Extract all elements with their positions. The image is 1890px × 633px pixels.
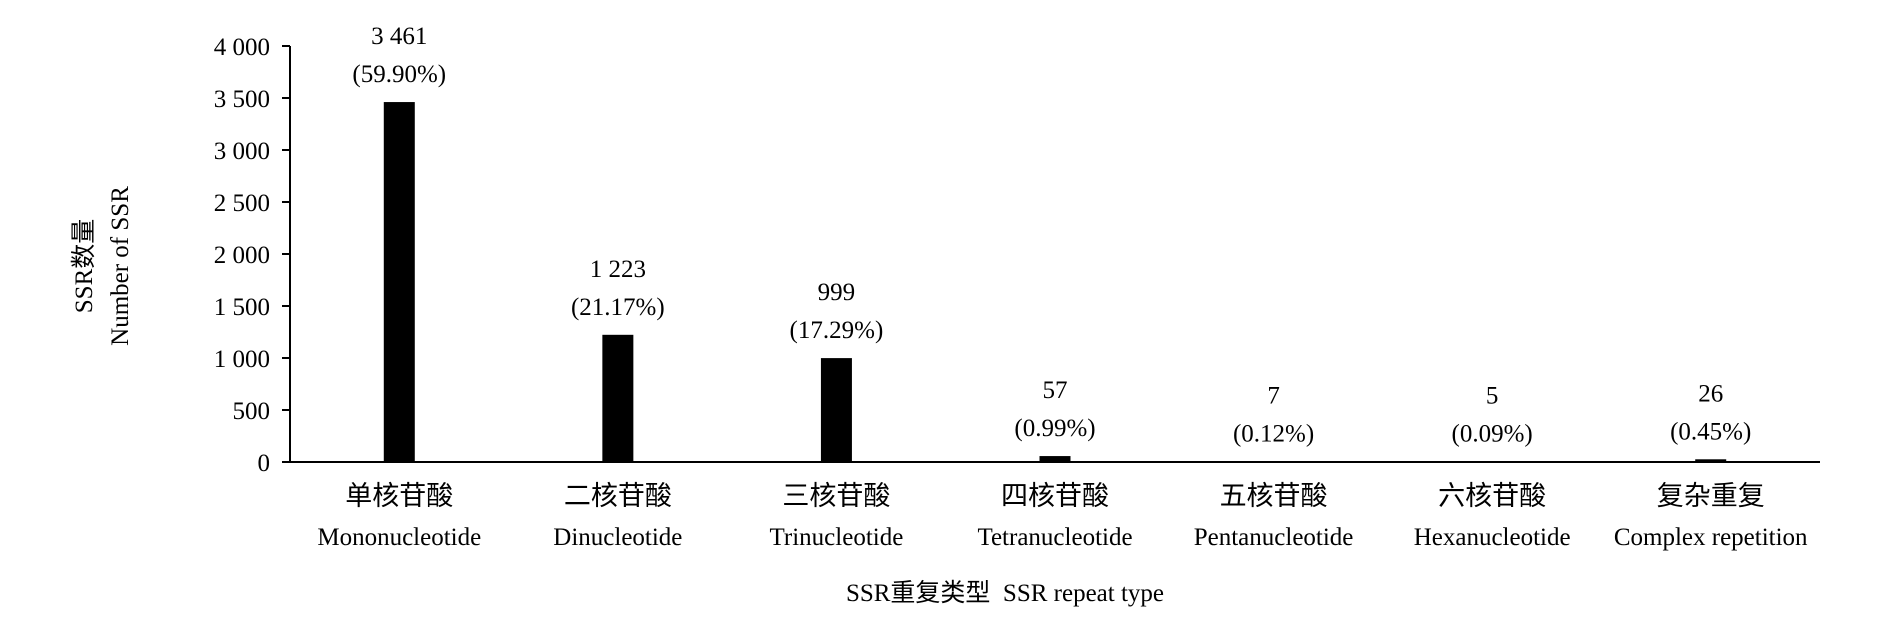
x-tick-label-english: Tetranucleotide bbox=[977, 524, 1132, 551]
bar bbox=[1039, 456, 1071, 462]
x-tick-label: 二核苷酸 bbox=[564, 481, 672, 511]
data-label-value: 1 223 bbox=[590, 256, 646, 283]
x-tick-label-english: Dinucleotide bbox=[553, 524, 682, 551]
data-label-value: 3 461 bbox=[371, 23, 427, 50]
y-tick-label: 1 500 bbox=[214, 294, 270, 321]
data-label-percent: (21.17%) bbox=[571, 294, 665, 321]
x-tick-label-english: Hexanucleotide bbox=[1414, 524, 1571, 551]
data-label-percent: (59.90%) bbox=[352, 61, 446, 88]
data-label-percent: (0.09%) bbox=[1452, 420, 1533, 447]
y-axis: 0 500 1 000 1 500 2 000 2 500 3 000 3 500 4 000 bbox=[214, 34, 291, 477]
data-label-percent: (0.12%) bbox=[1233, 420, 1314, 447]
y-tick-label: 0 bbox=[258, 450, 271, 477]
y-axis-title-group: SSR数量 Number of SSR bbox=[70, 186, 134, 346]
y-tick-label: 3 000 bbox=[214, 138, 270, 165]
x-tick-label-english: Complex repetition bbox=[1614, 524, 1808, 551]
x-tick-label: 五核苷酸 bbox=[1220, 481, 1328, 511]
y-tick-label: 2 500 bbox=[214, 190, 270, 217]
y-tick-label: 500 bbox=[233, 398, 271, 425]
x-tick-label-english: Mononucleotide bbox=[317, 524, 481, 551]
y-axis-title-english: Number of SSR bbox=[107, 186, 134, 346]
data-label-percent: (17.29%) bbox=[790, 317, 884, 344]
data-label-percent: (0.99%) bbox=[1014, 415, 1095, 442]
y-axis-title: SSR数量 bbox=[70, 219, 98, 313]
bars bbox=[383, 102, 1727, 462]
y-tick-label: 4 000 bbox=[214, 34, 270, 61]
bar bbox=[383, 102, 415, 462]
data-label-value: 5 bbox=[1486, 382, 1499, 409]
x-tick-label: 复杂重复 bbox=[1657, 481, 1765, 511]
y-tick-label: 1 000 bbox=[214, 346, 270, 373]
x-tick-label-english: Trinucleotide bbox=[770, 524, 904, 551]
x-tick-label-english: Pentanucleotide bbox=[1194, 524, 1354, 551]
data-label-percent: (0.45%) bbox=[1670, 418, 1751, 445]
data-label-value: 26 bbox=[1698, 380, 1723, 407]
data-label-value: 7 bbox=[1267, 382, 1280, 409]
y-tick-label: 3 500 bbox=[214, 86, 270, 113]
bar bbox=[602, 334, 634, 462]
bar bbox=[1695, 459, 1727, 462]
y-tick-label: 2 000 bbox=[214, 242, 270, 269]
data-labels: 3 461(59.90%)1 223(21.17%)999(17.29%)57(… bbox=[352, 23, 1751, 447]
x-tick-label: 四核苷酸 bbox=[1001, 481, 1109, 511]
x-axis: 单核苷酸 Mononucleotide 二核苷酸 Dinucleotide 三核苷酸 Tr… bbox=[290, 461, 1820, 551]
x-axis-title: SSR重复类型 SSR repeat type bbox=[846, 579, 1164, 607]
data-label-value: 999 bbox=[818, 279, 856, 306]
x-tick-label: 六核苷酸 bbox=[1438, 481, 1546, 511]
bar bbox=[820, 358, 852, 462]
x-tick-label: 三核苷酸 bbox=[782, 481, 890, 511]
data-label-value: 57 bbox=[1043, 377, 1068, 404]
x-tick-label: 单核苷酸 bbox=[345, 481, 453, 511]
